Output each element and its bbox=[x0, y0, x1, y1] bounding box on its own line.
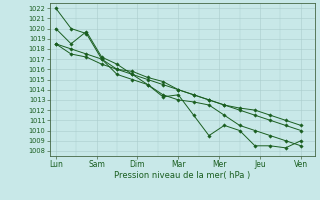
X-axis label: Pression niveau de la mer( hPa ): Pression niveau de la mer( hPa ) bbox=[114, 171, 251, 180]
